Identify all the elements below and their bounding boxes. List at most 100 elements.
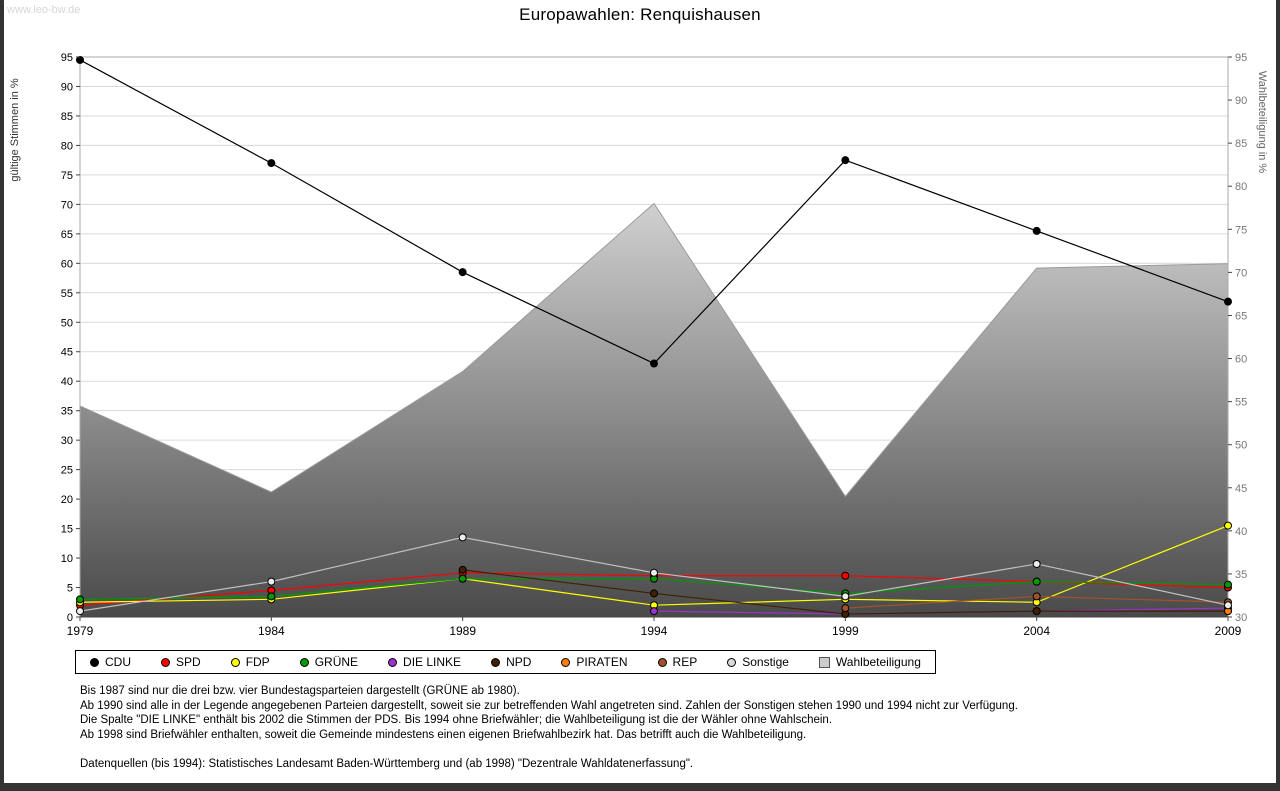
series-marker-sonstige xyxy=(458,533,467,542)
series-marker-sonstige xyxy=(841,592,850,601)
right-axis-tick-label: 65 xyxy=(1235,310,1247,322)
right-axis-tick-label: 95 xyxy=(1235,52,1247,64)
legend-item-piraten: PIRATEN xyxy=(561,655,628,669)
note-line: Bis 1987 sind nur die drei bzw. vier Bun… xyxy=(80,685,520,697)
legend-label: FDP xyxy=(245,655,270,669)
right-axis-tick-label: 40 xyxy=(1235,526,1247,538)
legend-item-fdp: FDP xyxy=(230,655,270,669)
fdp-swatch-icon xyxy=(230,657,240,667)
right-axis-tick-label: 50 xyxy=(1235,440,1247,452)
left-axis-tick-label: 15 xyxy=(61,524,73,536)
legend-item-die-linke: DIE LINKE xyxy=(388,655,461,669)
x-axis-tick-label: 2004 xyxy=(1023,624,1050,638)
series-marker-grune xyxy=(1224,580,1232,589)
x-axis-tick-label: 2009 xyxy=(1215,624,1242,638)
legend-item-npd: NPD xyxy=(491,655,531,669)
right-axis-tick-label: 85 xyxy=(1235,138,1247,150)
x-axis-tick-label: 1999 xyxy=(832,624,859,638)
legend-item-cdu: CDU xyxy=(90,655,131,669)
right-axis-tick-label: 80 xyxy=(1235,181,1247,193)
page-title: Europawahlen: Renquishausen xyxy=(519,5,761,24)
data-source-line: Datenquellen (bis 1994): Statistisches L… xyxy=(80,758,694,771)
left-axis-tick-label: 80 xyxy=(61,140,73,152)
left-axis-tick-label: 40 xyxy=(61,376,73,388)
left-axis-tick-label: 0 xyxy=(67,612,73,624)
series-marker-spd xyxy=(841,571,850,580)
series-marker-cdu xyxy=(267,159,276,168)
series-marker-cdu xyxy=(650,359,658,368)
legend-item-grune: GRÜNE xyxy=(299,655,359,669)
left-axis-tick-label: 35 xyxy=(61,406,73,418)
note-line: Ab 1998 sind Briefwähler enthalten, sowe… xyxy=(80,728,807,741)
legend-item-sonstige: Sonstige xyxy=(727,655,789,669)
series-marker-grune xyxy=(76,595,84,604)
series-marker-cdu xyxy=(841,156,850,165)
series-marker-cdu xyxy=(458,268,467,277)
rep-swatch-icon xyxy=(657,657,667,667)
series-marker-rep xyxy=(1032,592,1041,601)
series-marker-cdu xyxy=(76,55,84,64)
series-marker-npd xyxy=(458,565,467,574)
election-chart: 0 5 10 15 20 25 30 35 40 45 50 55 60 65 70 75 80 85 90 95 30… xyxy=(61,52,1248,638)
series-marker-cdu xyxy=(1032,226,1041,235)
series-marker-sonstige xyxy=(1032,559,1041,568)
cdu-swatch-icon xyxy=(90,657,99,667)
right-axis-tick-label: 90 xyxy=(1235,95,1247,107)
wahlbeteiligung-swatch-icon xyxy=(818,656,830,668)
left-axis-tick-label: 45 xyxy=(61,347,73,359)
series-marker-sonstige xyxy=(650,568,658,577)
legend-item-wahlbeteiligung: Wahlbeteiligung xyxy=(818,655,921,669)
watermark: www.leo-bw.de xyxy=(7,4,81,16)
npd-swatch-icon xyxy=(491,657,501,667)
left-axis-tick-label: 85 xyxy=(61,111,73,123)
series-marker-grune xyxy=(267,592,276,601)
sonstige-swatch-icon xyxy=(727,657,737,667)
series-marker-npd xyxy=(650,589,658,598)
left-axis-tick-label: 55 xyxy=(61,288,73,300)
series-marker-npd xyxy=(1032,607,1041,616)
series-marker-grune xyxy=(1032,577,1041,586)
legend-label: GRÜNE xyxy=(314,655,359,669)
left-axis-tick-label: 60 xyxy=(61,258,73,270)
left-axis-tick-label: 20 xyxy=(61,494,73,506)
series-marker-die-linke xyxy=(650,607,658,616)
note-line: Ab 1990 sind alle in der Legende angegeb… xyxy=(80,699,1018,712)
legend-label: Wahlbeteiligung xyxy=(835,655,921,669)
left-axis-tick-label: 70 xyxy=(61,199,73,211)
die-linke-swatch-icon xyxy=(388,657,398,667)
series-marker-grune xyxy=(458,574,467,583)
legend-label: NPD xyxy=(506,655,532,669)
notes: Bis 1987 sind nur die drei bzw. vier Bun… xyxy=(80,684,1018,772)
series-marker-sonstige xyxy=(1224,601,1232,610)
legend-label: SPD xyxy=(176,655,201,669)
series-marker-sonstige xyxy=(267,577,276,586)
page-border-right xyxy=(1276,0,1280,791)
series-marker-cdu xyxy=(1224,297,1232,306)
left-axis-tick-label: 95 xyxy=(61,52,73,64)
legend-item-rep: REP xyxy=(657,655,697,669)
left-axis-tick-label: 25 xyxy=(61,465,73,477)
right-axis-tick-label: 75 xyxy=(1235,224,1247,236)
piraten-swatch-icon xyxy=(561,657,571,667)
x-axis-tick-label: 1994 xyxy=(641,624,668,638)
right-axis-tick-label: 45 xyxy=(1235,483,1247,495)
legend-label: DIE LINKE xyxy=(403,655,462,669)
spd-swatch-icon xyxy=(161,657,170,667)
left-axis-tick-label: 30 xyxy=(61,435,73,447)
left-axis-tick-label: 10 xyxy=(61,553,73,565)
x-axis-tick-label: 1984 xyxy=(258,624,285,638)
right-axis-tick-label: 60 xyxy=(1235,354,1247,366)
x-axis-tick-label: 1989 xyxy=(449,624,476,638)
right-axis-tick-label: 35 xyxy=(1235,569,1247,581)
note-line: Die Spalte "DIE LINKE" enthält bis 2002 … xyxy=(80,714,833,727)
series-marker-fdp xyxy=(1224,521,1232,530)
legend: CDU SPD FDP GRÜNE DIE LINKE NPD PIRATEN REP Sons… xyxy=(75,650,936,674)
page-border-bottom xyxy=(0,783,1280,791)
page-border-left xyxy=(0,0,4,791)
series-marker-sonstige xyxy=(76,607,84,616)
right-axis-tick-label: 30 xyxy=(1235,612,1247,624)
left-axis-tick-label: 75 xyxy=(61,170,73,182)
legend-label: Sonstige xyxy=(742,655,789,669)
grune-swatch-icon xyxy=(299,657,309,667)
